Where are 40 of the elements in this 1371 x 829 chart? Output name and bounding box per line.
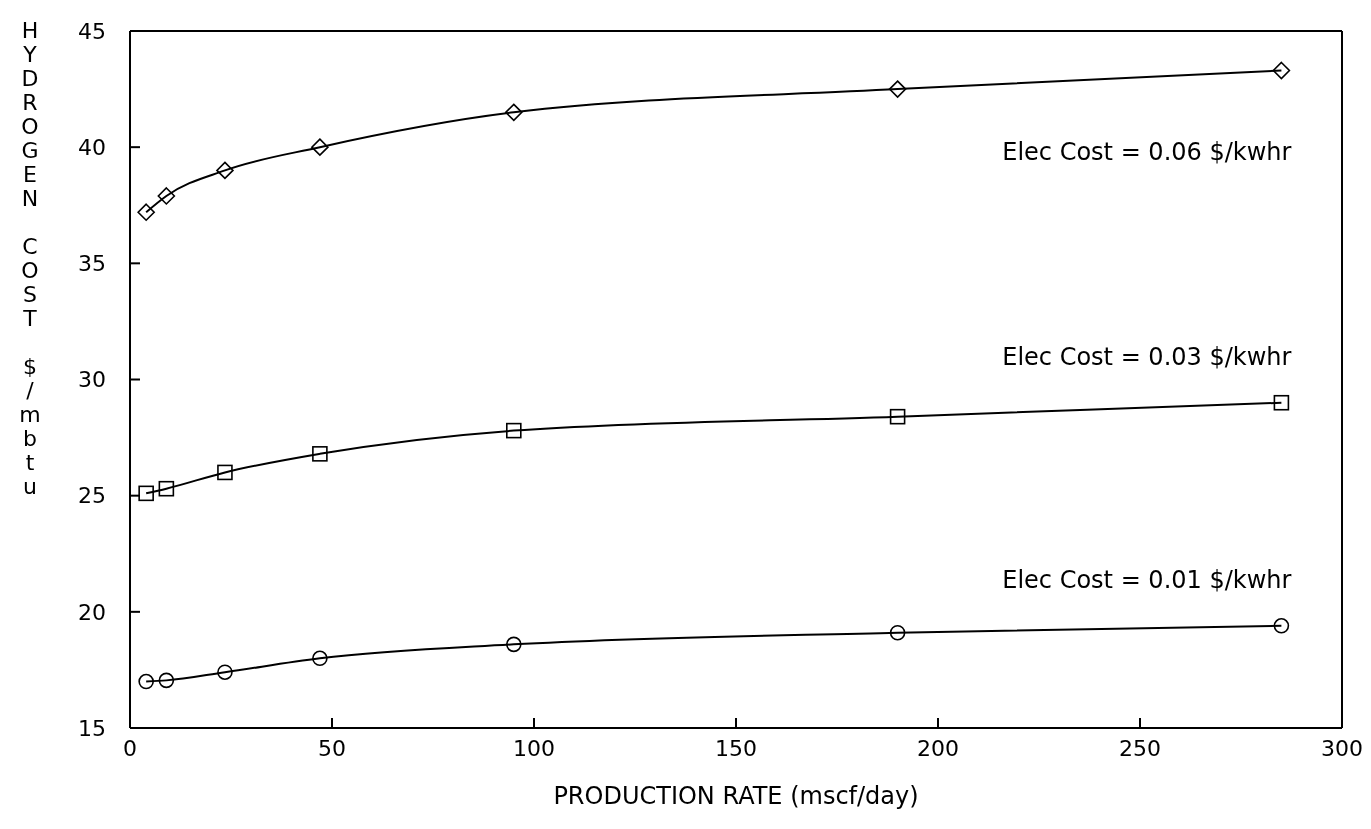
point bbox=[506, 636, 522, 653]
point bbox=[506, 422, 522, 439]
y-tick-label: 25 bbox=[78, 483, 106, 509]
point bbox=[1273, 394, 1290, 411]
point bbox=[157, 187, 176, 205]
point bbox=[217, 464, 233, 481]
y-tick-label: 30 bbox=[78, 367, 106, 393]
y-tick-label: 20 bbox=[78, 599, 106, 625]
point bbox=[1272, 61, 1291, 80]
point bbox=[138, 485, 154, 502]
point bbox=[158, 672, 175, 689]
point bbox=[137, 203, 155, 222]
point bbox=[1273, 617, 1290, 634]
point bbox=[311, 138, 329, 156]
point bbox=[138, 673, 154, 690]
point bbox=[158, 480, 175, 497]
text: Elec Cost = 0.06 $/kwhr bbox=[1002, 138, 1292, 167]
y-tick-label: 15 bbox=[78, 715, 106, 741]
point bbox=[217, 664, 233, 681]
x-tick-label: 300 bbox=[1321, 735, 1363, 761]
x-tick-label: 0 bbox=[123, 735, 137, 761]
x-tick-label: 250 bbox=[1119, 735, 1161, 761]
point bbox=[505, 103, 523, 122]
x-tick-label: 200 bbox=[917, 735, 959, 761]
y-tick-label: 45 bbox=[78, 18, 106, 44]
point bbox=[888, 80, 907, 98]
series-label: Elec Cost = 0.03 $/kwhr bbox=[1002, 342, 1292, 371]
x-axis-title: PRODUCTION RATE (mscf/day) bbox=[553, 782, 919, 810]
y-tick-label: 35 bbox=[78, 251, 106, 277]
x-tick-label: 150 bbox=[715, 735, 757, 761]
point bbox=[889, 624, 906, 641]
point bbox=[889, 408, 906, 425]
text: HYDROGEN COST $/mbtu bbox=[19, 18, 41, 499]
x-tick-label: 100 bbox=[513, 735, 555, 761]
series-label: Elec Cost = 0.01 $/kwhr bbox=[1002, 565, 1292, 594]
point bbox=[312, 446, 328, 462]
point bbox=[216, 161, 234, 180]
point bbox=[312, 650, 328, 667]
x-tick-label: 50 bbox=[318, 735, 346, 761]
y-tick-label: 40 bbox=[78, 134, 106, 160]
